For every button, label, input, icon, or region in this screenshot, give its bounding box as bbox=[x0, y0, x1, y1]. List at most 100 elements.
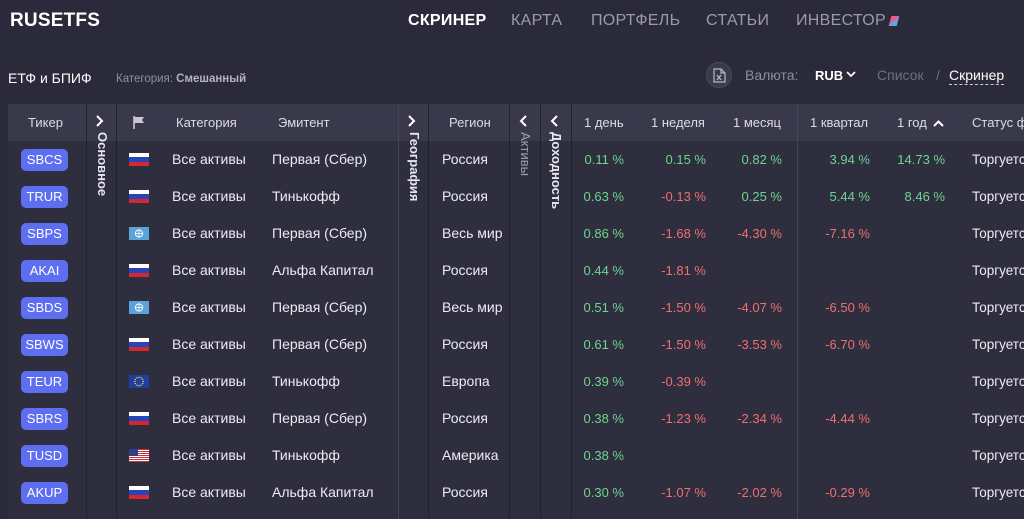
region-cell: Россия bbox=[442, 151, 488, 167]
return-d1-cell: 0.30 % bbox=[583, 485, 624, 500]
issuer-cell: Альфа Капитал bbox=[272, 262, 374, 278]
header-1-month[interactable]: 1 месяц bbox=[733, 115, 781, 130]
chevron-left-icon bbox=[519, 115, 527, 127]
ru-flag-icon bbox=[129, 190, 149, 203]
table-row[interactable]: SBCS Все активы Первая (Сбер) Россия 0.11 % 0… bbox=[8, 141, 1024, 178]
category-cell: Все активы bbox=[172, 484, 246, 500]
table-row[interactable]: AKUP Все активы Альфа Капитал Россия 0.30 % -… bbox=[8, 474, 1024, 511]
return-q1-cell: -7.16 % bbox=[825, 226, 870, 241]
issuer-cell: Первая (Сбер) bbox=[272, 299, 368, 315]
group-toggle-assets[interactable]: Активы bbox=[510, 104, 540, 519]
column-divider bbox=[428, 104, 429, 519]
ticker-badge[interactable]: TRUR bbox=[21, 186, 68, 208]
fund-status-cell: Торгуется bbox=[972, 485, 1024, 500]
group-toggle-main[interactable]: Основное bbox=[87, 104, 117, 519]
return-m1-cell: 0.25 % bbox=[741, 189, 782, 204]
table-row[interactable]: TUSD Все активы Тинькофф Америка 0.38 % Торгу… bbox=[8, 437, 1024, 474]
chevron-down-icon[interactable] bbox=[846, 71, 856, 78]
return-q1-cell: 5.44 % bbox=[829, 189, 870, 204]
nav-investor[interactable]: ИНВЕСТОР bbox=[796, 12, 900, 30]
return-w1-cell: -0.13 % bbox=[661, 189, 706, 204]
table-row[interactable]: SBRS Все активы Первая (Сбер) Россия 0.38 % -… bbox=[8, 400, 1024, 437]
issuer-cell: Тинькофф bbox=[272, 447, 340, 463]
region-cell: Весь мир bbox=[442, 299, 503, 315]
view-screener-link[interactable]: Скринер bbox=[949, 67, 1005, 85]
return-m1-cell: -2.02 % bbox=[737, 485, 782, 500]
return-m1-cell: -3.53 % bbox=[737, 337, 782, 352]
column-divider bbox=[797, 104, 798, 519]
nav-articles[interactable]: СТАТЬИ bbox=[706, 12, 770, 29]
table-row[interactable]: AKAI Все активы Альфа Капитал Россия 0.44 % -… bbox=[8, 252, 1024, 289]
table-row[interactable]: SBWS Все активы Первая (Сбер) Россия 0.61 % -… bbox=[8, 326, 1024, 363]
return-d1-cell: 0.38 % bbox=[583, 411, 624, 426]
ticker-badge[interactable]: AKAI bbox=[21, 260, 68, 282]
column-divider bbox=[540, 104, 541, 519]
excel-icon bbox=[713, 68, 726, 83]
fund-status-cell: Торгуется bbox=[972, 337, 1024, 352]
category-value: Смешанный bbox=[176, 73, 247, 85]
ticker-badge[interactable]: SBDS bbox=[21, 297, 68, 319]
return-q1-cell: -6.70 % bbox=[825, 337, 870, 352]
etf-table: Тикер Категория Эмитент Регион 1 день 1 … bbox=[8, 104, 1024, 519]
table-row[interactable]: SBPS Все активы Первая (Сбер) Весь мир 0.86 … bbox=[8, 215, 1024, 252]
chevron-right-icon bbox=[408, 115, 416, 127]
group-toggle-geo[interactable]: География bbox=[399, 104, 429, 519]
header-ticker[interactable]: Тикер bbox=[28, 115, 63, 130]
return-w1-cell: -1.50 % bbox=[661, 337, 706, 352]
return-d1-cell: 0.61 % bbox=[583, 337, 624, 352]
ticker-badge[interactable]: SBRS bbox=[21, 408, 68, 430]
header-1-year-label: 1 год bbox=[897, 115, 927, 130]
header-1-day[interactable]: 1 день bbox=[584, 115, 624, 130]
region-cell: Россия bbox=[442, 336, 488, 352]
sort-up-icon bbox=[933, 119, 944, 127]
fund-status-cell: Торгуется bbox=[972, 189, 1024, 204]
nav-map[interactable]: КАРТА bbox=[511, 12, 563, 29]
return-d1-cell: 0.44 % bbox=[583, 263, 624, 278]
header-fund-status[interactable]: Статус ф bbox=[972, 115, 1024, 130]
header-issuer[interactable]: Эмитент bbox=[278, 115, 330, 130]
group-toggle-returns[interactable]: Доходность bbox=[541, 104, 571, 519]
header-1-year[interactable]: 1 год bbox=[897, 104, 944, 141]
return-y1-cell: 8.46 % bbox=[904, 189, 945, 204]
group-label-main: Основное bbox=[95, 132, 110, 197]
ru-flag-icon bbox=[129, 486, 149, 499]
fund-status-cell: Торгуется bbox=[972, 374, 1024, 389]
header-1-week[interactable]: 1 неделя bbox=[651, 115, 705, 130]
nav-screener[interactable]: СКРИНЕР bbox=[408, 12, 487, 29]
return-m1-cell: 0.82 % bbox=[741, 152, 782, 167]
ticker-badge[interactable]: SBWS bbox=[21, 334, 68, 356]
table-row[interactable]: TRUR Все активы Тинькофф Россия 0.63 % -0.13 … bbox=[8, 178, 1024, 215]
region-cell: Россия bbox=[442, 188, 488, 204]
top-navigation: RUSETFS СКРИНЕР КАРТА ПОРТФЕЛЬ СТАТЬИ ИН… bbox=[0, 0, 1024, 42]
header-1-quarter[interactable]: 1 квартал bbox=[810, 115, 869, 130]
column-divider bbox=[571, 104, 572, 519]
ticker-badge[interactable]: AKUP bbox=[21, 482, 68, 504]
ticker-badge[interactable]: TEUR bbox=[21, 371, 68, 393]
ticker-badge[interactable]: SBCS bbox=[21, 149, 68, 171]
region-cell: Америка bbox=[442, 447, 499, 463]
table-header: Тикер Категория Эмитент Регион 1 день 1 … bbox=[8, 104, 1024, 141]
view-list-link[interactable]: Список bbox=[877, 67, 924, 83]
table-row[interactable]: TEUR Все активы Тинькофф Европа 0.39 % -0.39 … bbox=[8, 363, 1024, 400]
nav-portfolio[interactable]: ПОРТФЕЛЬ bbox=[591, 12, 681, 29]
return-q1-cell: 3.94 % bbox=[829, 152, 870, 167]
page-title: ЕТФ и БПИФ bbox=[8, 70, 92, 86]
header-region[interactable]: Регион bbox=[449, 115, 491, 130]
logo[interactable]: RUSETFS bbox=[10, 10, 101, 31]
issuer-cell: Первая (Сбер) bbox=[272, 410, 368, 426]
world-flag-icon bbox=[129, 227, 149, 240]
export-excel-button[interactable] bbox=[706, 62, 732, 88]
return-d1-cell: 0.86 % bbox=[583, 226, 624, 241]
currency-select[interactable]: RUB bbox=[815, 68, 844, 83]
column-divider bbox=[86, 104, 87, 519]
category-cell: Все активы bbox=[172, 188, 246, 204]
return-q1-cell: -4.44 % bbox=[825, 411, 870, 426]
ticker-badge[interactable]: SBPS bbox=[21, 223, 68, 245]
ticker-badge[interactable]: TUSD bbox=[21, 445, 68, 467]
category-info: Категория: Смешанный bbox=[116, 73, 246, 85]
table-row[interactable]: SBDS Все активы Первая (Сбер) Весь мир 0.51 … bbox=[8, 289, 1024, 326]
fund-status-cell: Торгуется bbox=[972, 300, 1024, 315]
return-d1-cell: 0.11 % bbox=[584, 152, 624, 167]
header-category[interactable]: Категория bbox=[176, 115, 237, 130]
return-y1-cell: 14.73 % bbox=[897, 152, 945, 167]
